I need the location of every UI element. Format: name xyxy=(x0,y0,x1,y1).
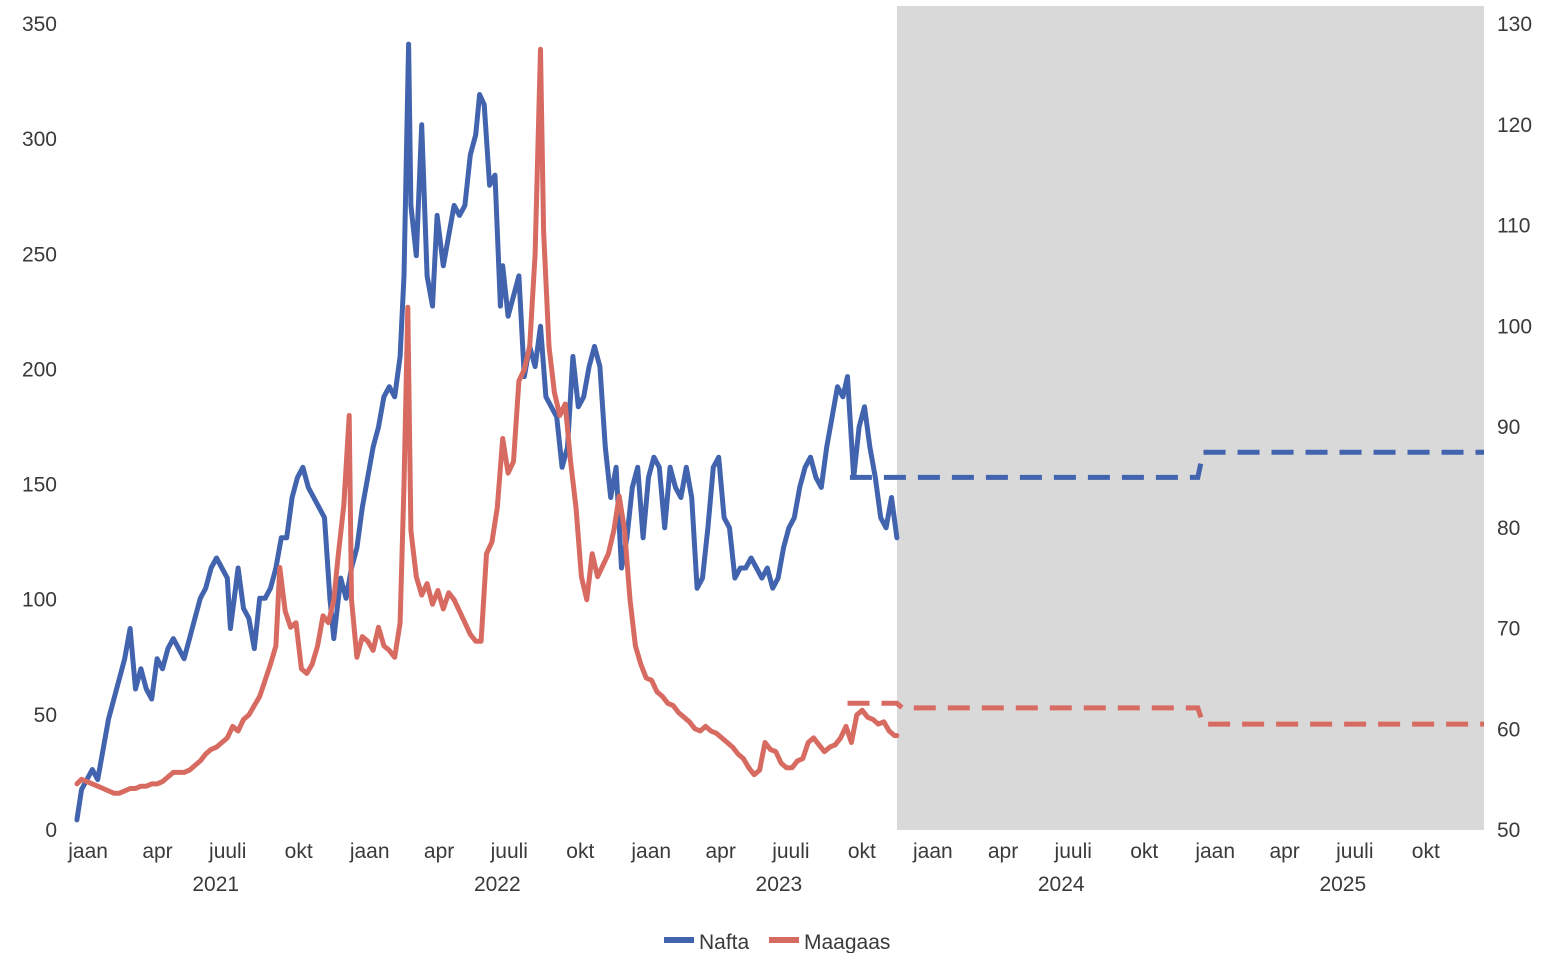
y-right-tick-label: 70 xyxy=(1497,618,1520,641)
y-right-tick-label: 80 xyxy=(1497,517,1520,540)
y-right-tick-label: 50 xyxy=(1497,819,1520,842)
x-month-tick-label: jaan xyxy=(630,840,671,863)
x-month-tick-label: jaan xyxy=(349,840,390,863)
legend-label-maagaas: Maagaas xyxy=(804,931,890,953)
x-month-tick-label: juuli xyxy=(490,840,528,863)
series-line-nafta xyxy=(74,41,900,823)
forecast-line-nafta xyxy=(849,449,1484,480)
y-right-tick-label: 120 xyxy=(1497,114,1532,137)
y-left-tick-label: 150 xyxy=(22,474,57,497)
y-left-tick-label: 300 xyxy=(22,128,57,151)
x-year-label: 2023 xyxy=(756,873,803,896)
x-month-tick-label: jaan xyxy=(67,840,108,863)
y-left-tick-label: 350 xyxy=(22,13,57,36)
x-month-tick-label: okt xyxy=(1130,840,1158,863)
series-lines xyxy=(74,41,900,823)
x-month-tick-label: jaan xyxy=(1194,840,1235,863)
x-month-tick-label: apr xyxy=(988,840,1018,863)
series-line-maagaas xyxy=(74,46,900,796)
x-month-tick-label: jaan xyxy=(912,840,953,863)
x-year-label: 2021 xyxy=(192,873,239,896)
y-right-tick-label: 130 xyxy=(1497,13,1532,36)
forecast-line-maagaas xyxy=(847,700,1484,727)
forecast-lines xyxy=(847,449,1484,727)
y-left-tick-label: 250 xyxy=(22,243,57,266)
x-month-tick-label: juuli xyxy=(1335,840,1373,863)
x-month-tick-label: apr xyxy=(424,840,454,863)
y-left-tick-label: 200 xyxy=(22,358,57,381)
x-month-tick-label: juuli xyxy=(208,840,246,863)
x-month-tick-label: okt xyxy=(1412,840,1440,863)
y-right-tick-label: 60 xyxy=(1497,718,1520,741)
legend-swatch-maagaas xyxy=(769,937,799,943)
x-year-label: 2022 xyxy=(474,873,521,896)
y-left-tick-label: 100 xyxy=(22,589,57,612)
x-month-tick-label: apr xyxy=(706,840,736,863)
x-month-tick-label: apr xyxy=(1269,840,1299,863)
x-year-label: 2025 xyxy=(1319,873,1366,896)
forecast-shading xyxy=(896,6,1484,830)
y-left-tick-label: 50 xyxy=(34,704,57,727)
x-month-tick-label: apr xyxy=(142,840,172,863)
y-right-tick-label: 110 xyxy=(1497,215,1530,238)
y-left-tick-label: 0 xyxy=(45,819,57,842)
x-month-tick-label: juuli xyxy=(771,840,809,863)
x-year-label: 2024 xyxy=(1038,873,1085,896)
legend-label-nafta: Nafta xyxy=(699,931,750,953)
x-month-tick-label: okt xyxy=(848,840,876,863)
legend: Nafta Maagaas xyxy=(664,931,890,953)
x-month-tick-label: okt xyxy=(285,840,313,863)
y-right-tick-label: 90 xyxy=(1497,416,1520,439)
y-right-tick-label: 100 xyxy=(1497,315,1532,338)
x-month-tick-label: okt xyxy=(566,840,594,863)
x-month-tick-label: juuli xyxy=(1054,840,1092,863)
legend-swatch-nafta xyxy=(664,937,694,943)
